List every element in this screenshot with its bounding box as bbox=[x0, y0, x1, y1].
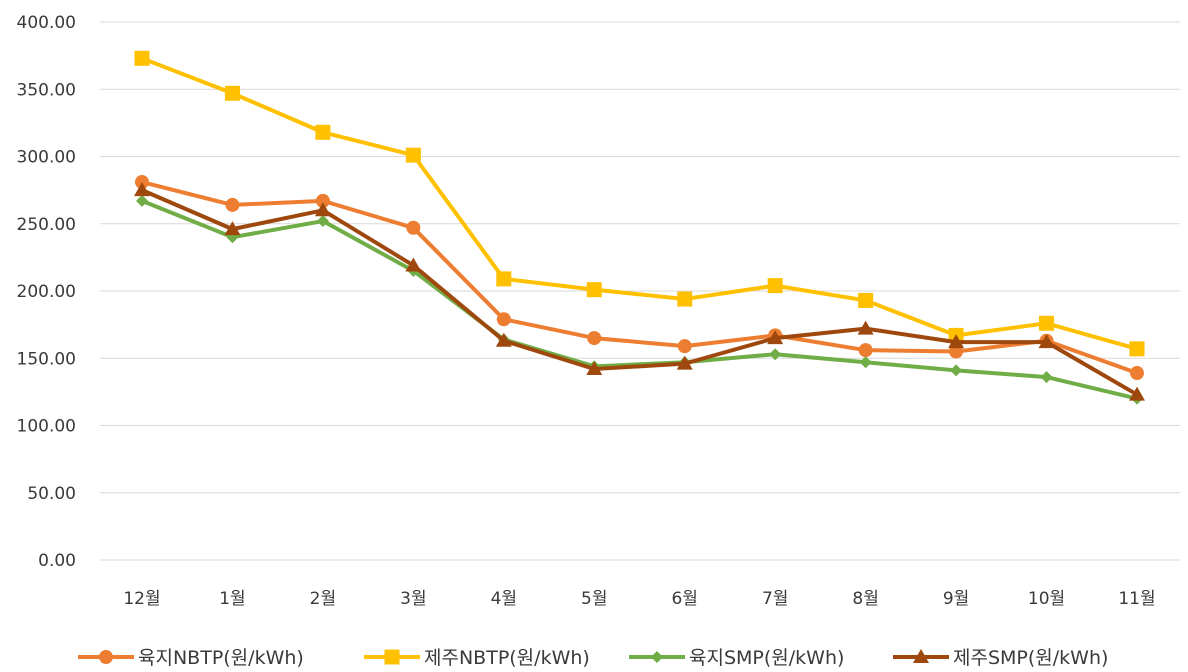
data-point bbox=[859, 356, 872, 369]
data-point bbox=[496, 271, 512, 287]
data-point bbox=[1129, 341, 1145, 357]
x-tick-label: 7월 bbox=[762, 589, 788, 609]
data-point bbox=[224, 221, 241, 236]
y-tick-label: 100.00 bbox=[17, 417, 76, 437]
legend-marker bbox=[913, 649, 929, 663]
data-point bbox=[948, 334, 965, 349]
data-point bbox=[315, 124, 331, 140]
legend-label: 육지SMP(원/kWh) bbox=[689, 647, 844, 669]
x-tick-label: 11월 bbox=[1118, 589, 1155, 609]
x-tick-label: 10월 bbox=[1028, 589, 1065, 609]
y-tick-label: 0.00 bbox=[38, 551, 76, 571]
series-1 bbox=[134, 50, 1145, 357]
series-lines bbox=[134, 50, 1145, 405]
y-tick-label: 400.00 bbox=[17, 13, 76, 33]
legend-label: 육지NBTP(원/kWh) bbox=[138, 647, 304, 669]
x-tick-label: 3월 bbox=[400, 589, 426, 609]
legend-marker bbox=[384, 649, 400, 665]
legend-label: 제주SMP(원/kWh) bbox=[953, 647, 1108, 669]
x-tick-label: 8월 bbox=[852, 589, 878, 609]
data-point bbox=[1130, 366, 1144, 381]
data-point bbox=[405, 257, 422, 272]
data-point bbox=[405, 147, 421, 163]
y-tick-label: 350.00 bbox=[17, 80, 76, 100]
x-tick-label: 4월 bbox=[491, 589, 517, 609]
data-point bbox=[767, 278, 783, 294]
data-point bbox=[767, 330, 784, 345]
data-point bbox=[677, 291, 693, 307]
data-point bbox=[1038, 334, 1055, 349]
y-tick-label: 250.00 bbox=[17, 215, 76, 235]
x-tick-label: 9월 bbox=[943, 589, 969, 609]
series-2 bbox=[136, 194, 1143, 405]
data-point bbox=[769, 348, 782, 361]
x-axis-tick-labels: 12월 1월 2월 3월 4월 5월 6월 7월 8월 9월 10월 11월 bbox=[123, 589, 1155, 609]
series-line bbox=[140, 56, 1139, 351]
data-point bbox=[495, 332, 512, 347]
data-point bbox=[406, 220, 421, 235]
data-point bbox=[314, 202, 331, 217]
data-point bbox=[135, 175, 149, 190]
data-point bbox=[134, 182, 150, 197]
data-point bbox=[225, 197, 240, 212]
data-point bbox=[858, 343, 873, 358]
data-point bbox=[950, 364, 963, 377]
data-point bbox=[1129, 386, 1145, 401]
legend-label: 제주NBTP(원/kWh) bbox=[424, 647, 590, 669]
x-tick-label: 1월 bbox=[219, 589, 245, 609]
data-point bbox=[496, 312, 511, 327]
legend-item: 제주SMP(원/kWh) bbox=[893, 647, 1108, 669]
data-point bbox=[224, 85, 240, 101]
data-point bbox=[676, 355, 693, 370]
data-point bbox=[136, 194, 148, 207]
series-line bbox=[140, 198, 1139, 401]
y-tick-label: 300.00 bbox=[17, 148, 76, 168]
x-tick-label: 2월 bbox=[310, 589, 336, 609]
series-line bbox=[140, 180, 1139, 376]
data-point bbox=[1040, 371, 1053, 384]
data-point bbox=[677, 339, 692, 354]
data-point bbox=[858, 292, 874, 308]
data-point bbox=[857, 320, 874, 335]
y-axis-tick-labels: 0.00 50.00 100.00 150.00 200.00 250.00 300.00 3… bbox=[17, 13, 76, 571]
data-point bbox=[1039, 315, 1055, 331]
series-line bbox=[140, 188, 1139, 397]
y-tick-label: 200.00 bbox=[17, 282, 76, 302]
legend-marker bbox=[651, 651, 663, 663]
data-point bbox=[586, 361, 603, 376]
y-tick-label: 150.00 bbox=[17, 349, 76, 369]
y-tick-label: 50.00 bbox=[27, 484, 76, 504]
x-tick-label: 6월 bbox=[671, 589, 697, 609]
series-3 bbox=[134, 182, 1145, 401]
legend-marker bbox=[99, 650, 113, 664]
x-tick-label: 5월 bbox=[581, 589, 607, 609]
gridlines bbox=[100, 21, 1180, 561]
data-point bbox=[316, 215, 329, 228]
data-point bbox=[134, 50, 150, 66]
data-point bbox=[586, 282, 602, 298]
legend: 육지NBTP(원/kWh) 제주NBTP(원/kWh) 육지SMP(원/kWh) 제주… bbox=[78, 647, 1108, 669]
series-0 bbox=[135, 175, 1144, 381]
legend-item: 제주NBTP(원/kWh) bbox=[364, 647, 590, 669]
data-point bbox=[587, 331, 602, 346]
data-point bbox=[315, 193, 330, 208]
x-tick-label: 12월 bbox=[123, 589, 160, 609]
legend-item: 육지SMP(원/kWh) bbox=[629, 647, 844, 669]
legend-item: 육지NBTP(원/kWh) bbox=[78, 647, 304, 669]
